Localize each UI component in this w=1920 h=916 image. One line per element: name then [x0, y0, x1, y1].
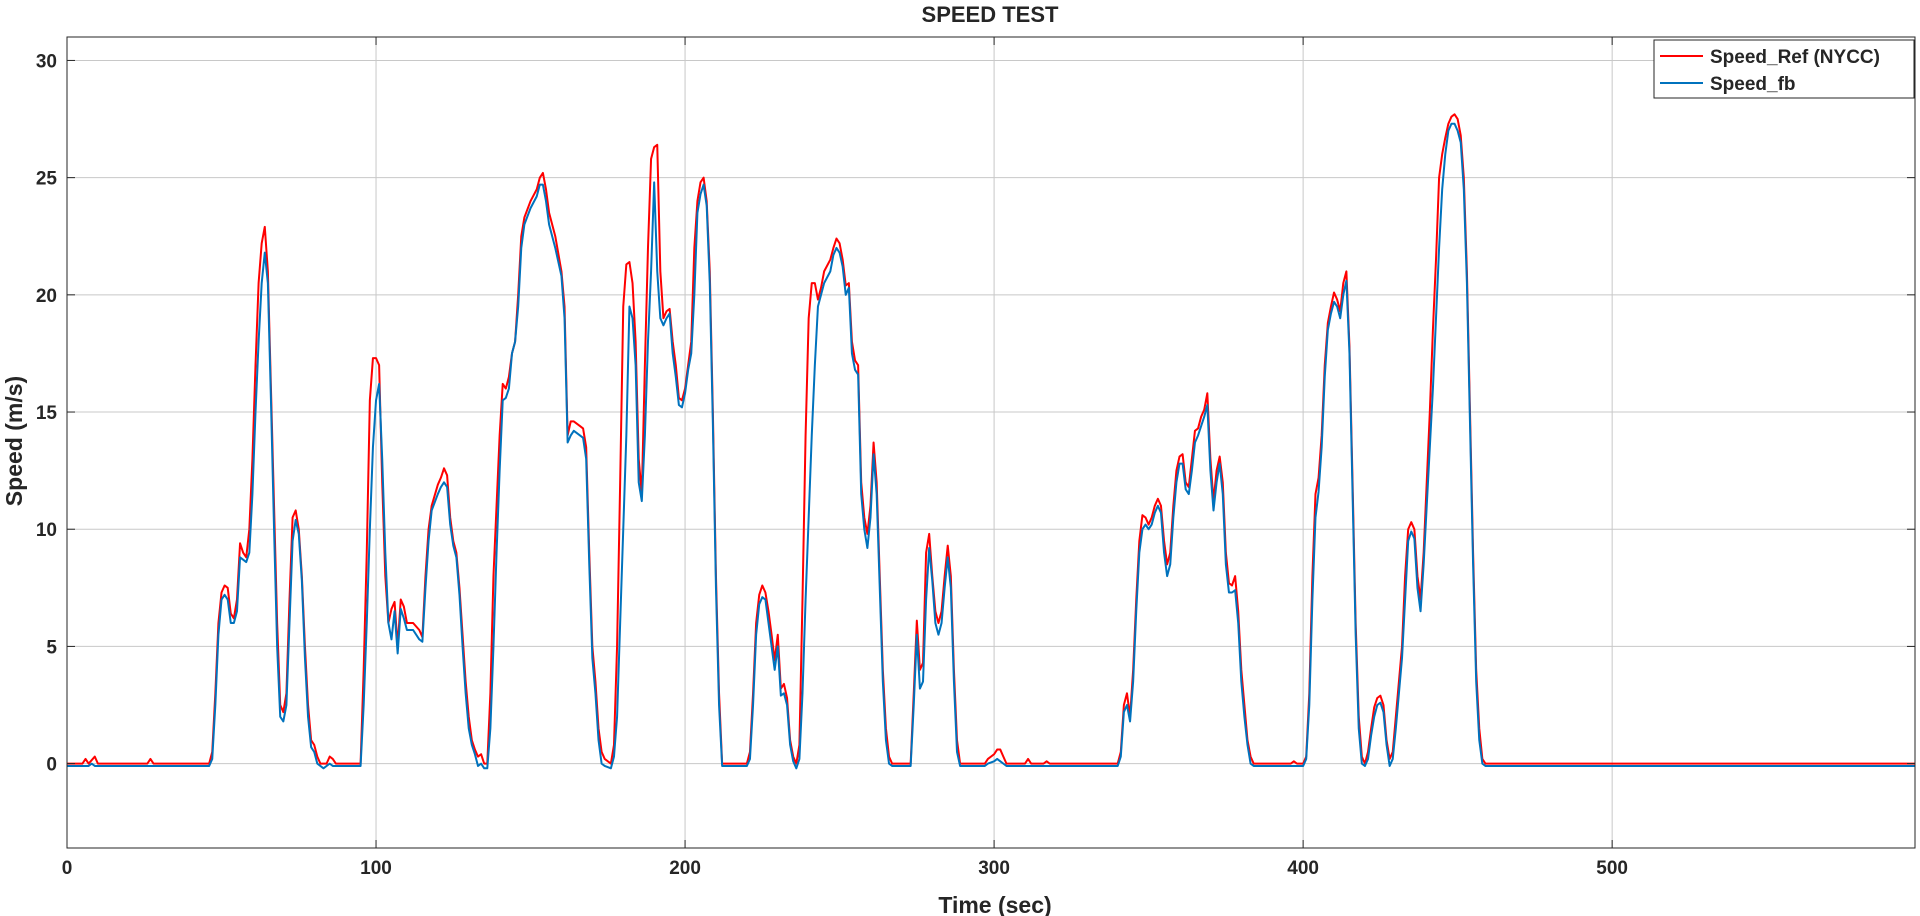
grid	[66, 37, 1915, 848]
y-tick-label: 0	[46, 755, 57, 776]
y-tick-label: 20	[36, 286, 57, 307]
axes-box	[66, 36, 1916, 849]
y-tick-label: 25	[36, 169, 58, 190]
y-tick-label: 5	[46, 637, 57, 658]
legend-label-speed-fb: Speed_fb	[1710, 74, 1796, 95]
x-tick-label: 200	[669, 858, 701, 879]
y-axis-label: Speed (m/s)	[1, 376, 27, 506]
legend-box	[1653, 39, 1915, 99]
chart-title: SPEED TEST	[922, 2, 1059, 27]
x-tick-label: 400	[1287, 858, 1319, 879]
x-axis-label: Time (sec)	[938, 892, 1051, 916]
x-tick-label: 500	[1596, 858, 1628, 879]
y-tick-label: 15	[36, 403, 58, 424]
y-tick-label: 30	[36, 51, 57, 72]
plot-background	[67, 37, 1915, 848]
x-tick-label: 100	[360, 858, 392, 879]
x-tick-label: 0	[62, 858, 73, 879]
legend: Speed_Ref (NYCC) Speed_fb	[1653, 39, 1915, 99]
axes: 0 100 200 300 400 500 0 5 10 15 20 25 30	[36, 36, 1916, 879]
x-tick-label: 300	[978, 858, 1010, 879]
legend-label-speed-ref: Speed_Ref (NYCC)	[1710, 47, 1880, 68]
y-tick-label: 10	[36, 520, 57, 541]
series-line-speed-fb	[67, 122, 1915, 770]
plot-area	[67, 113, 1915, 770]
